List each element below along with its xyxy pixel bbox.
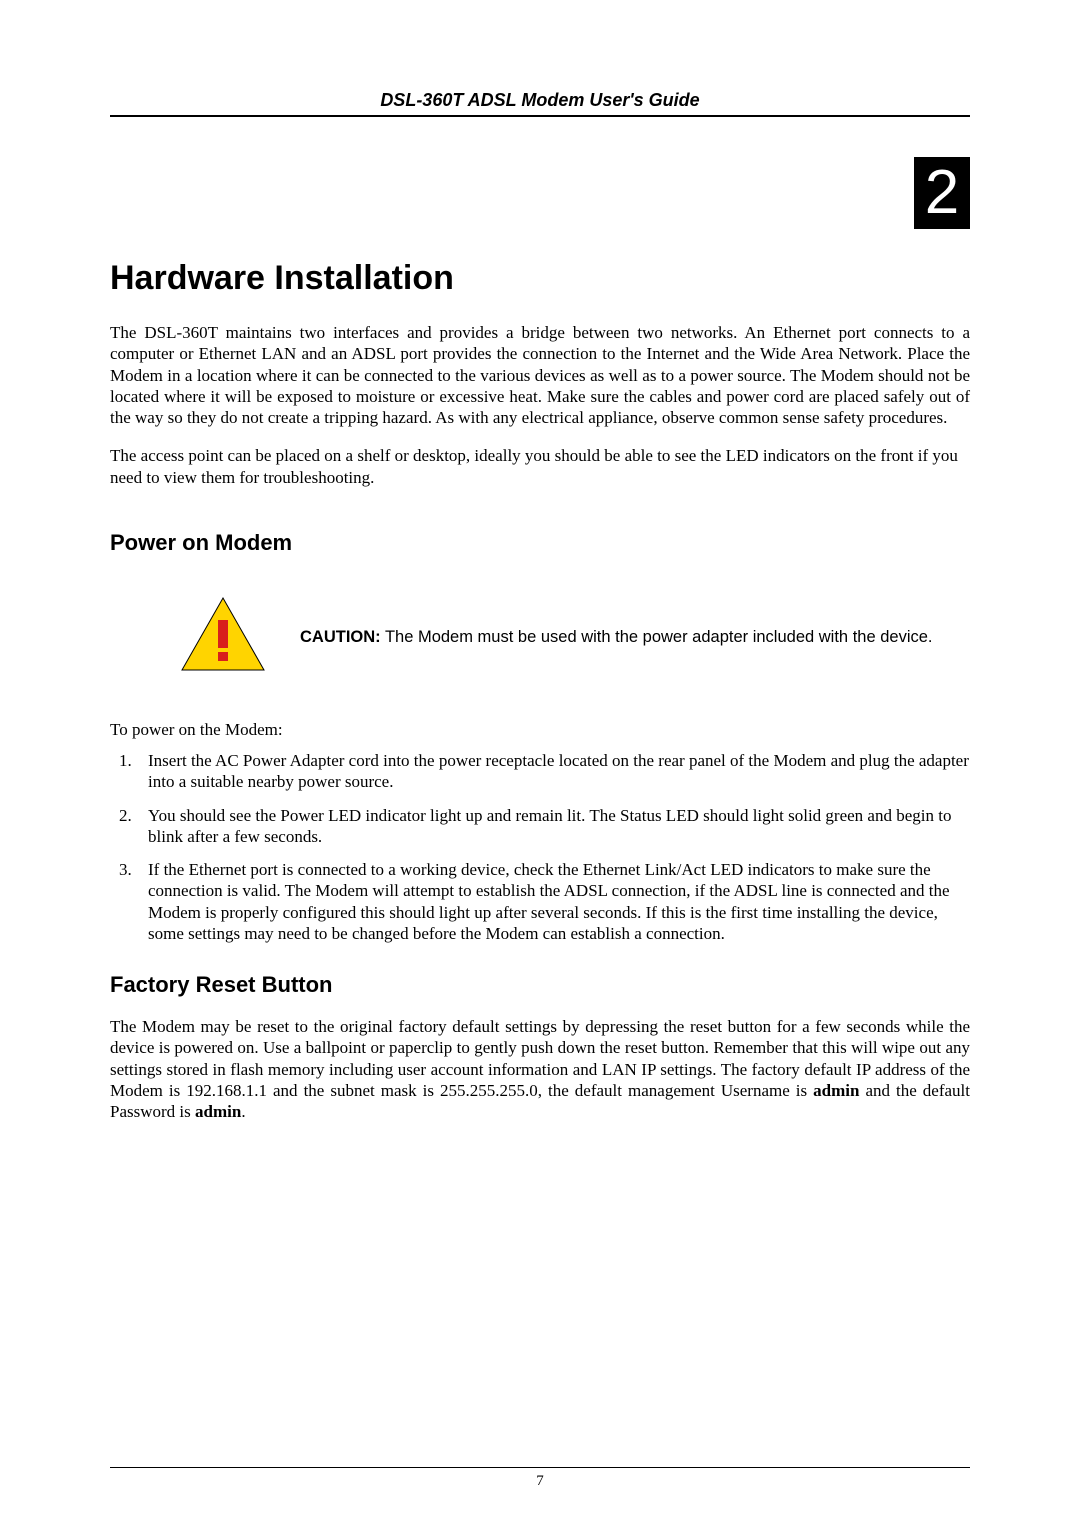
document-page: DSL-360T ADSL Modem User's Guide 2 Hardw… bbox=[0, 0, 1080, 1528]
section-title-power: Power on Modem bbox=[110, 530, 970, 556]
reset-admin-username: admin bbox=[813, 1081, 859, 1100]
chapter-title: Hardware Installation bbox=[110, 259, 970, 298]
list-item: If the Ethernet port is connected to a w… bbox=[136, 859, 970, 944]
caution-block: CAUTION: The Modem must be used with the… bbox=[180, 596, 970, 679]
list-item: You should see the Power LED indicator l… bbox=[136, 805, 970, 848]
reset-paragraph: The Modem may be reset to the original f… bbox=[110, 1016, 970, 1122]
section-title-reset: Factory Reset Button bbox=[110, 972, 970, 998]
caution-text: CAUTION: The Modem must be used with the… bbox=[300, 626, 933, 648]
caution-icon bbox=[180, 596, 270, 679]
page-number: 7 bbox=[0, 1473, 1080, 1490]
footer-rule bbox=[110, 1467, 970, 1468]
power-lead-text: To power on the Modem: bbox=[110, 719, 970, 740]
caution-body: The Modem must be used with the power ad… bbox=[381, 628, 933, 646]
chapter-number-box: 2 bbox=[914, 157, 970, 229]
caution-label: CAUTION: bbox=[300, 628, 381, 646]
intro-paragraph-2: The access point can be placed on a shel… bbox=[110, 445, 970, 488]
header-rule bbox=[110, 115, 970, 117]
list-item: Insert the AC Power Adapter cord into th… bbox=[136, 750, 970, 793]
reset-admin-password: admin bbox=[195, 1102, 241, 1121]
intro-paragraph-1: The DSL-360T maintains two interfaces an… bbox=[110, 322, 970, 428]
power-steps-list: Insert the AC Power Adapter cord into th… bbox=[110, 750, 970, 944]
header-title: DSL-360T ADSL Modem User's Guide bbox=[110, 90, 970, 111]
reset-text-3: . bbox=[241, 1102, 245, 1121]
